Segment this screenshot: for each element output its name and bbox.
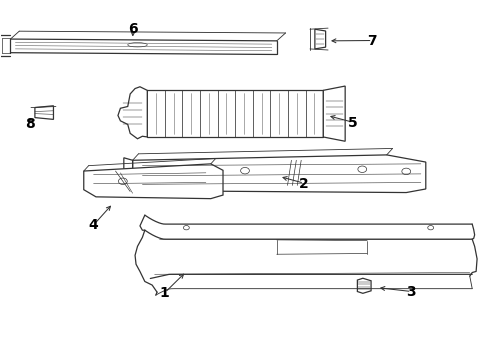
Text: 8: 8 [25, 117, 35, 131]
Polygon shape [357, 278, 371, 293]
Text: 7: 7 [367, 34, 377, 48]
Text: 4: 4 [89, 218, 98, 232]
Polygon shape [133, 155, 426, 193]
Polygon shape [315, 29, 326, 49]
Text: 2: 2 [299, 177, 309, 190]
Polygon shape [124, 158, 133, 184]
Text: 5: 5 [347, 116, 357, 130]
Polygon shape [84, 164, 223, 199]
Polygon shape [35, 106, 53, 120]
Polygon shape [118, 87, 147, 139]
Polygon shape [323, 86, 345, 141]
Text: 3: 3 [406, 285, 416, 299]
Text: 1: 1 [160, 286, 169, 300]
Text: 6: 6 [128, 22, 137, 36]
